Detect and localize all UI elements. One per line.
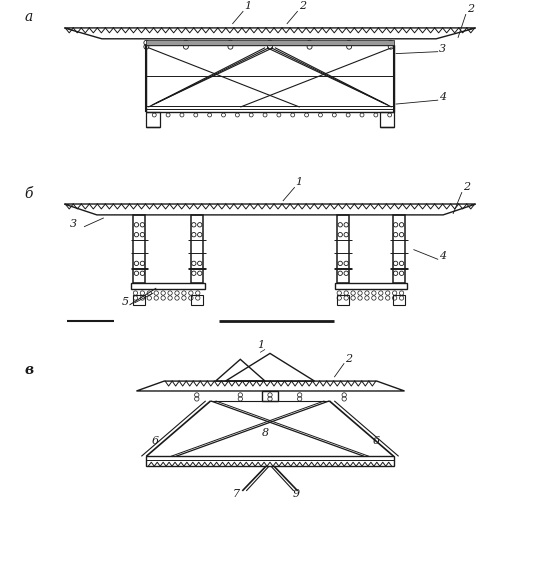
Bar xyxy=(393,295,405,305)
Text: 2: 2 xyxy=(299,1,306,11)
Polygon shape xyxy=(136,381,405,391)
Text: 9: 9 xyxy=(293,489,300,499)
Text: 2: 2 xyxy=(345,354,353,365)
Text: в: в xyxy=(25,363,34,377)
Bar xyxy=(337,215,349,283)
Text: 3: 3 xyxy=(70,218,77,229)
Bar xyxy=(132,283,205,289)
Text: 4: 4 xyxy=(439,251,446,262)
Bar xyxy=(146,45,393,112)
Polygon shape xyxy=(146,40,393,45)
Text: 6: 6 xyxy=(151,436,158,446)
Bar xyxy=(191,215,203,283)
Text: 2: 2 xyxy=(467,4,474,14)
Text: 3: 3 xyxy=(439,44,446,53)
Text: 4: 4 xyxy=(439,92,446,102)
Text: б: б xyxy=(25,187,33,201)
Text: а: а xyxy=(25,10,33,24)
Bar xyxy=(380,112,393,127)
Bar xyxy=(262,391,278,401)
Bar xyxy=(337,295,349,305)
Bar xyxy=(393,215,405,283)
Bar xyxy=(146,457,393,466)
Text: 7: 7 xyxy=(232,489,239,499)
Bar xyxy=(191,295,203,305)
Polygon shape xyxy=(64,204,476,215)
Text: 1: 1 xyxy=(257,340,264,350)
Text: 8: 8 xyxy=(262,428,269,439)
Text: 1: 1 xyxy=(296,177,303,187)
Bar xyxy=(134,215,146,283)
Text: 2: 2 xyxy=(463,182,470,192)
Text: 1: 1 xyxy=(244,1,251,11)
Polygon shape xyxy=(64,28,476,39)
Bar xyxy=(146,112,160,127)
Text: 5: 5 xyxy=(122,297,129,307)
Text: 6: 6 xyxy=(373,436,380,446)
Bar xyxy=(335,283,406,289)
Bar xyxy=(134,295,146,305)
